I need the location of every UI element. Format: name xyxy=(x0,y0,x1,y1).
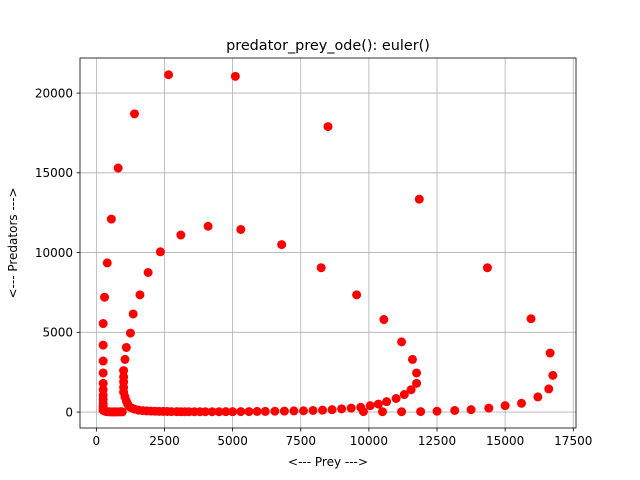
data-point xyxy=(399,390,409,400)
x-tick-label: 2500 xyxy=(149,434,180,448)
data-points xyxy=(98,70,558,417)
data-point xyxy=(308,405,318,415)
data-point xyxy=(412,378,422,388)
y-tick-label: 15000 xyxy=(35,166,73,180)
data-point xyxy=(121,342,131,352)
y-tick-label: 0 xyxy=(65,405,73,419)
plot-frame xyxy=(79,57,577,429)
data-point xyxy=(270,406,280,416)
x-tick-label: 12500 xyxy=(418,434,456,448)
data-point xyxy=(244,407,254,417)
data-point xyxy=(450,405,460,415)
data-point xyxy=(500,401,510,411)
data-point xyxy=(373,399,383,409)
data-point xyxy=(98,319,108,329)
data-point xyxy=(406,385,416,395)
data-point xyxy=(337,404,347,414)
data-point xyxy=(279,406,289,416)
y-axis-label: <--- Predators ---> xyxy=(6,188,20,299)
data-point xyxy=(545,348,555,358)
data-point xyxy=(130,109,140,119)
data-point xyxy=(466,405,476,415)
data-point xyxy=(484,403,494,413)
data-point xyxy=(378,407,388,417)
y-tick-label: 10000 xyxy=(35,246,73,260)
x-tick-label: 5000 xyxy=(217,434,248,448)
data-point xyxy=(113,163,123,173)
data-point xyxy=(327,405,337,415)
data-point xyxy=(125,328,135,338)
data-point xyxy=(516,398,526,408)
data-point xyxy=(412,368,422,378)
x-tick-label: 7500 xyxy=(285,434,316,448)
data-point xyxy=(323,122,333,132)
data-point xyxy=(379,315,389,325)
y-tick-label: 20000 xyxy=(35,86,73,100)
data-point xyxy=(98,378,108,388)
x-tick-label: 17500 xyxy=(554,434,592,448)
x-tick-label: 0 xyxy=(93,434,101,448)
data-point xyxy=(533,392,543,402)
data-point xyxy=(221,407,231,417)
data-point xyxy=(214,407,224,417)
data-point xyxy=(98,356,108,366)
data-point xyxy=(236,224,246,234)
data-point xyxy=(526,314,536,324)
axis-ticks: 0 2500 5000 7500 10000 12500 15000 17500 0 5000 10… xyxy=(35,86,593,448)
data-point xyxy=(106,214,116,224)
data-point xyxy=(260,406,270,416)
data-point xyxy=(365,401,375,411)
data-point xyxy=(414,194,424,204)
data-point xyxy=(120,354,130,364)
data-point xyxy=(298,406,308,416)
data-point xyxy=(119,366,129,376)
data-point xyxy=(155,247,165,257)
data-point xyxy=(135,290,145,300)
data-point xyxy=(482,263,492,273)
data-point xyxy=(228,407,238,417)
data-point xyxy=(116,407,126,417)
data-point xyxy=(391,393,401,403)
x-tick-label: 15000 xyxy=(486,434,524,448)
x-axis-label: <--- Prey ---> xyxy=(288,455,368,469)
chart-title: predator_prey_ode(): euler() xyxy=(226,38,430,54)
data-point xyxy=(98,340,108,350)
data-point xyxy=(382,397,392,407)
y-tick-label: 5000 xyxy=(42,326,73,340)
data-point xyxy=(416,407,426,417)
data-point xyxy=(318,405,328,415)
data-point xyxy=(432,406,442,416)
data-point xyxy=(98,368,108,378)
data-point xyxy=(289,406,299,416)
x-tick-label: 10000 xyxy=(350,434,388,448)
data-point xyxy=(172,407,182,417)
data-point xyxy=(252,406,262,416)
data-point xyxy=(128,309,138,319)
data-point xyxy=(346,403,356,413)
data-point xyxy=(102,258,112,268)
data-point xyxy=(352,290,362,300)
data-point xyxy=(100,292,110,302)
data-point xyxy=(207,407,217,417)
data-point xyxy=(176,230,186,240)
data-point xyxy=(548,370,558,380)
data-point xyxy=(407,354,417,364)
data-point xyxy=(277,240,287,250)
data-point xyxy=(316,263,326,273)
data-point xyxy=(397,407,407,417)
data-point xyxy=(397,337,407,347)
data-point xyxy=(203,221,213,231)
data-point xyxy=(230,71,240,81)
data-point xyxy=(164,70,174,80)
data-point xyxy=(236,407,246,417)
data-point xyxy=(143,268,153,278)
data-point xyxy=(358,407,368,417)
data-point xyxy=(544,384,554,394)
